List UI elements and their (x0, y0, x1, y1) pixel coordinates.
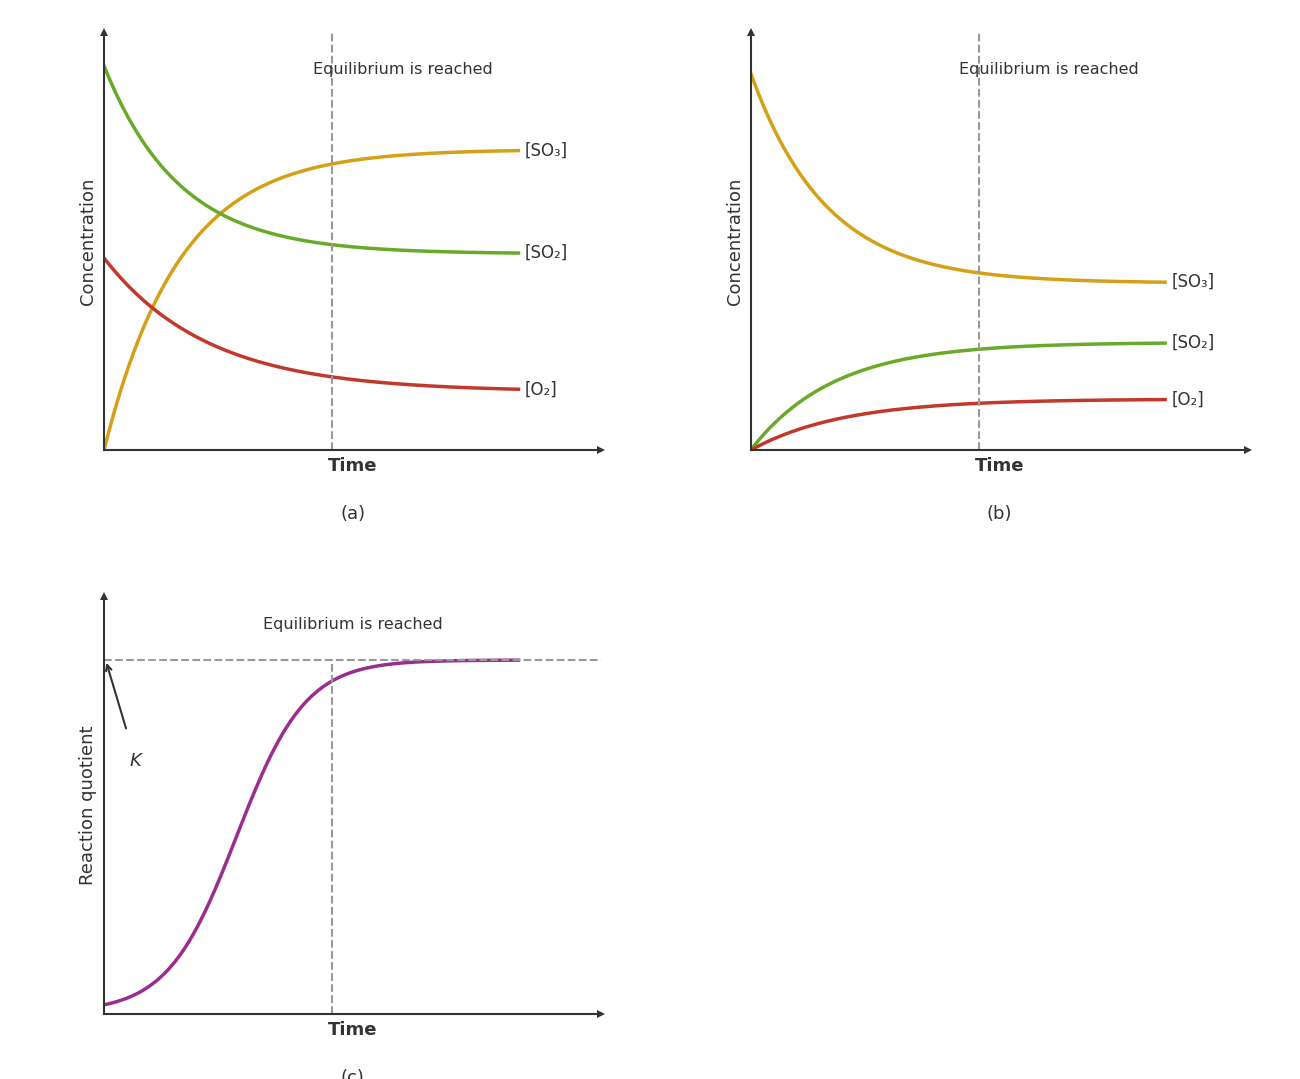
Text: [O₂]: [O₂] (1171, 391, 1204, 409)
Text: Equilibrium is reached: Equilibrium is reached (959, 62, 1139, 77)
Text: [O₂]: [O₂] (525, 380, 558, 398)
Text: [SO₃]: [SO₃] (1171, 273, 1214, 291)
X-axis label: Time: Time (328, 1021, 377, 1039)
Text: [SO₂]: [SO₂] (1171, 334, 1214, 352)
Text: Equilibrium is reached: Equilibrium is reached (312, 62, 493, 77)
X-axis label: Time: Time (975, 457, 1024, 475)
X-axis label: Time: Time (328, 457, 377, 475)
Text: (a): (a) (341, 505, 365, 522)
Text: (c): (c) (341, 1068, 364, 1079)
Text: K: K (130, 752, 142, 770)
Text: [SO₂]: [SO₂] (525, 244, 568, 262)
Text: Equilibrium is reached: Equilibrium is reached (263, 617, 442, 632)
Y-axis label: Reaction quotient: Reaction quotient (79, 725, 98, 885)
Y-axis label: Concentration: Concentration (725, 178, 744, 305)
Text: (b): (b) (987, 505, 1013, 522)
Text: [SO₃]: [SO₃] (525, 141, 568, 160)
Y-axis label: Concentration: Concentration (79, 178, 98, 305)
